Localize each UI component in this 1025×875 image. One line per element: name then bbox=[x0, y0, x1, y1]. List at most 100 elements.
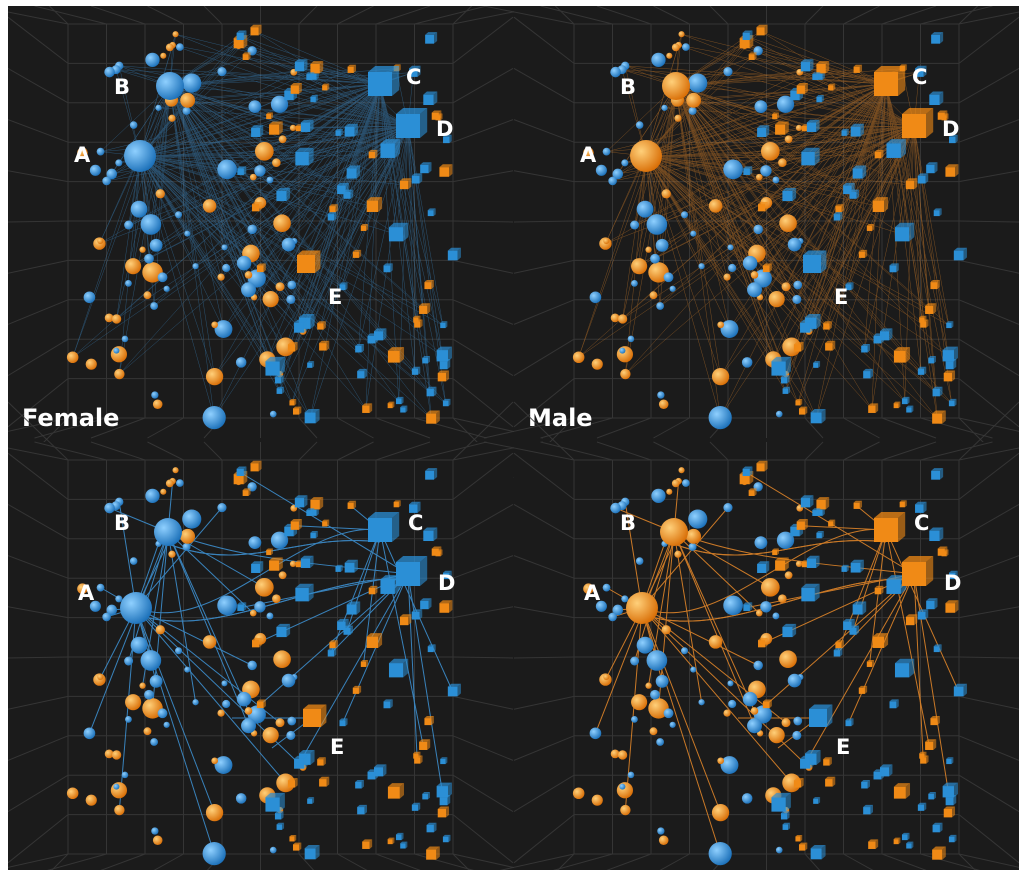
cube-node bbox=[937, 546, 948, 556]
sphere-node bbox=[686, 528, 702, 544]
sphere-node bbox=[111, 750, 122, 760]
cube-node bbox=[828, 83, 836, 91]
sphere-node bbox=[591, 358, 603, 370]
cube-node bbox=[793, 778, 804, 788]
cube-node bbox=[395, 396, 404, 405]
sphere-node bbox=[671, 43, 680, 52]
sphere-node bbox=[266, 176, 274, 184]
sphere-node bbox=[750, 707, 759, 715]
sphere-node bbox=[723, 709, 731, 717]
sphere-node bbox=[708, 405, 732, 430]
sphere-node bbox=[661, 104, 668, 111]
sphere-node bbox=[287, 280, 297, 290]
cube-node bbox=[812, 72, 821, 80]
hub-node-e bbox=[303, 704, 327, 727]
hub-label-c: C bbox=[408, 511, 423, 535]
sphere-node bbox=[661, 625, 671, 635]
cube-node bbox=[436, 346, 452, 362]
sphere-node bbox=[202, 635, 217, 649]
sphere-node bbox=[655, 238, 669, 252]
cube-node bbox=[357, 804, 368, 815]
cube-node bbox=[439, 600, 453, 613]
cube-node bbox=[905, 614, 918, 626]
cube-node bbox=[360, 223, 369, 231]
cube-node bbox=[276, 822, 285, 830]
sphere-node bbox=[217, 709, 225, 717]
sphere-node bbox=[270, 531, 289, 549]
hub-node-c bbox=[368, 512, 400, 542]
cube-node bbox=[772, 548, 779, 556]
sphere-node bbox=[728, 263, 737, 273]
cube-node bbox=[242, 488, 251, 496]
sphere-node bbox=[720, 756, 739, 774]
sphere-node bbox=[241, 282, 256, 298]
sphere-node bbox=[182, 106, 191, 115]
cube-node bbox=[917, 366, 927, 375]
cube-node bbox=[368, 585, 378, 595]
cube-node bbox=[236, 466, 247, 477]
cube-node bbox=[879, 764, 893, 777]
sphere-node bbox=[104, 313, 114, 323]
cube-node bbox=[861, 779, 870, 789]
sphere-node bbox=[656, 302, 665, 310]
sphere-node bbox=[646, 214, 668, 235]
cube-node bbox=[845, 718, 854, 727]
network-nodes bbox=[572, 460, 967, 866]
cube-node bbox=[310, 531, 318, 539]
sphere-node bbox=[741, 793, 753, 804]
cube-node bbox=[300, 555, 314, 568]
sphere-node bbox=[682, 43, 690, 51]
cube-node bbox=[879, 328, 893, 341]
cube-node bbox=[388, 222, 409, 242]
sphere-node bbox=[630, 220, 640, 230]
cube-node bbox=[335, 128, 343, 136]
sphere-node bbox=[779, 214, 797, 233]
cube-node bbox=[932, 822, 943, 833]
cube-node bbox=[806, 555, 820, 568]
sphere-node bbox=[155, 625, 165, 635]
sphere-node bbox=[144, 689, 154, 700]
sphere-node bbox=[753, 269, 772, 288]
cube-node bbox=[426, 846, 440, 860]
cube-node bbox=[269, 121, 283, 135]
sphere-node bbox=[645, 682, 652, 689]
sphere-node bbox=[111, 314, 122, 324]
sphere-node bbox=[110, 346, 128, 363]
sphere-node bbox=[289, 560, 297, 568]
cube-node bbox=[426, 410, 440, 424]
cube-node bbox=[346, 165, 361, 179]
hub-node-b bbox=[156, 72, 184, 100]
hub-node-d bbox=[902, 556, 934, 586]
cube-node bbox=[352, 685, 362, 694]
hub-label-a: A bbox=[74, 143, 91, 167]
hub-node-b bbox=[662, 72, 690, 100]
sphere-node bbox=[658, 399, 669, 410]
cube-node bbox=[743, 166, 753, 175]
sphere-node bbox=[612, 604, 624, 616]
sphere-node bbox=[143, 291, 152, 300]
cube-node bbox=[256, 263, 266, 273]
sphere-node bbox=[711, 367, 730, 386]
sphere-node bbox=[221, 680, 228, 687]
sphere-node bbox=[168, 550, 176, 558]
cube-node bbox=[853, 500, 863, 509]
sphere-node bbox=[249, 173, 257, 181]
network-nodes bbox=[66, 460, 461, 866]
cube-node bbox=[893, 347, 911, 363]
sphere-node bbox=[753, 224, 763, 235]
sphere-node bbox=[754, 100, 768, 114]
sphere-node bbox=[106, 604, 118, 616]
cube-node bbox=[782, 623, 797, 638]
cube-node bbox=[237, 602, 247, 611]
cube-node bbox=[930, 279, 940, 290]
sphere-node bbox=[125, 715, 132, 723]
female-overview-panel: A B C D E Female bbox=[8, 6, 544, 479]
sphere-node bbox=[247, 705, 266, 724]
cube-node bbox=[373, 764, 387, 777]
cube-node bbox=[795, 834, 803, 842]
sphere-node bbox=[66, 351, 79, 364]
sphere-node bbox=[610, 66, 621, 78]
sphere-node bbox=[266, 612, 274, 620]
sphere-node bbox=[151, 391, 159, 399]
sphere-node bbox=[755, 609, 763, 617]
